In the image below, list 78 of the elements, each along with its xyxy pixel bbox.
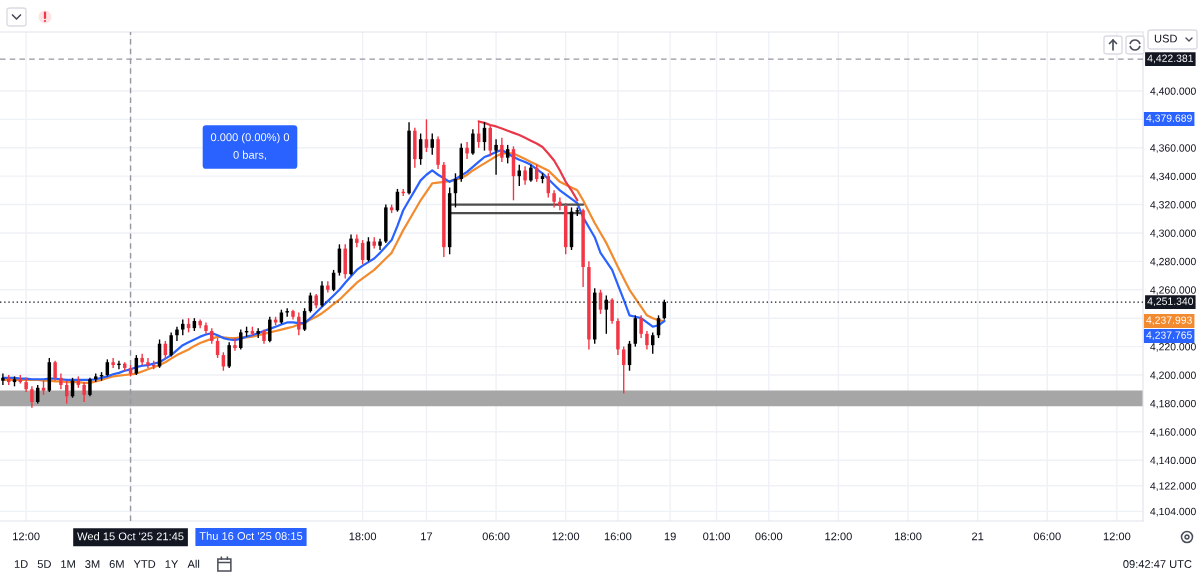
y-tick-label: 4,340.000 <box>1150 172 1196 182</box>
x-tick-label: 06:00 <box>1033 532 1061 541</box>
y-tick-label: 4,220.000 <box>1150 343 1196 352</box>
ref-line-label: 4,251.340 <box>1147 297 1194 307</box>
y-tick-label: 4,300.000 <box>1150 229 1196 239</box>
candlestick <box>88 377 92 397</box>
text: 4,237.993 <box>1146 316 1192 326</box>
candlestick <box>645 330 649 351</box>
text: 5D <box>37 560 51 568</box>
x-tick-label: 19 <box>664 532 676 541</box>
candlestick <box>30 385 34 409</box>
x-tick-label: 18:00 <box>894 532 922 541</box>
candlestick <box>424 118 429 153</box>
candlestick <box>169 331 173 358</box>
x-tick-label: 16:00 <box>604 532 632 541</box>
candlestick <box>471 128 475 156</box>
text: 1M <box>61 560 75 568</box>
x-tick-label: 21 <box>972 532 984 541</box>
x-tick-label: 06:00 <box>482 532 510 541</box>
x-tick-label: 12:00 <box>13 532 40 541</box>
candlestick <box>175 326 179 342</box>
x-tick-label: 06:00 <box>755 532 783 541</box>
candlestick <box>111 357 115 369</box>
text: All <box>187 559 200 568</box>
y-tick-label: 4,360.000 <box>1150 144 1196 153</box>
text: Thu 16 Oct '25 08:15 <box>199 531 303 540</box>
text: 6M <box>109 560 124 568</box>
line-series <box>477 120 579 202</box>
candlestick <box>320 280 324 308</box>
y-tick-label: 4,400.000 <box>1150 87 1196 97</box>
candlestick <box>233 337 237 352</box>
candlestick <box>82 381 86 403</box>
candlestick <box>53 360 57 382</box>
candlestick <box>610 297 614 325</box>
candlestick <box>465 141 469 160</box>
x-tick-label: 01:00 <box>703 532 731 541</box>
x-tick-label: 12:00 <box>552 532 580 541</box>
text: YTD <box>133 560 156 568</box>
text: 4,379.689 <box>1146 114 1192 124</box>
ref-line-label: 4,422.381 <box>1147 54 1193 64</box>
x-tick-label: Wed 15 Oct '25 21:45 <box>77 532 184 541</box>
candlestick <box>326 280 330 294</box>
text: 1D <box>14 560 28 568</box>
candlestick <box>256 327 260 339</box>
candlestick <box>558 196 562 211</box>
y-tick-label: 4,160.000 <box>1150 428 1196 437</box>
text: 4,237.765 <box>1146 331 1192 341</box>
candlestick <box>146 357 150 369</box>
candlestick <box>239 328 243 351</box>
annotation: 0.000 (0.00%) 0 0 bars, <box>210 133 290 161</box>
candlestick <box>500 137 504 163</box>
text: 09:42:47 UTC <box>1123 560 1192 568</box>
text: 3M <box>85 560 100 568</box>
candlestick <box>517 164 522 187</box>
candlestick <box>268 316 272 344</box>
candlestick <box>355 233 359 248</box>
candlestick <box>297 311 301 336</box>
x-tick-label: 18:00 <box>349 532 377 541</box>
candlestick <box>639 314 643 339</box>
x-tick-label: 17 <box>421 532 433 541</box>
text: 1Y <box>165 560 179 568</box>
candlestick <box>227 341 231 369</box>
candlestick <box>494 138 498 176</box>
y-tick-label: 4,320.000 <box>1150 201 1196 210</box>
y-tick-label: 4,104.000 <box>1150 507 1196 517</box>
y-tick-label: 4,280.000 <box>1150 257 1196 267</box>
text: USD <box>1154 34 1177 43</box>
y-tick-label: 4,122.000 <box>1150 482 1196 491</box>
y-tick-label: 4,200.000 <box>1150 371 1196 381</box>
candlestick <box>430 132 434 156</box>
candlestick <box>505 144 510 165</box>
y-tick-label: 4,260.000 <box>1150 286 1196 295</box>
candlestick <box>1 372 5 386</box>
y-tick-label: 4,140.000 <box>1150 456 1196 466</box>
candlestick <box>523 165 527 186</box>
y-tick-label: 4,180.000 <box>1150 399 1196 409</box>
x-tick-label: 12:00 <box>1103 532 1131 541</box>
x-tick-label: 12:00 <box>825 532 852 541</box>
